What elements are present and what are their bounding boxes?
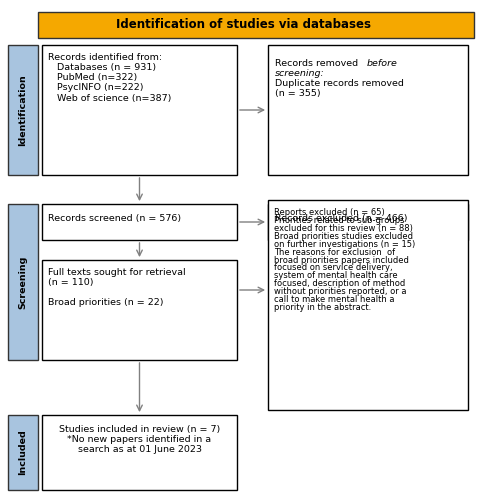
Text: The reasons for exclusion  of: The reasons for exclusion of: [274, 248, 395, 256]
FancyBboxPatch shape: [42, 260, 237, 360]
Text: Broad priorities (n = 22): Broad priorities (n = 22): [48, 298, 163, 308]
Text: Broad priorities studies excluded: Broad priorities studies excluded: [274, 232, 413, 241]
FancyBboxPatch shape: [268, 45, 468, 175]
Text: Screening: Screening: [18, 256, 28, 308]
FancyBboxPatch shape: [8, 45, 38, 175]
Text: call to make mental health a: call to make mental health a: [274, 295, 395, 304]
FancyBboxPatch shape: [42, 45, 237, 175]
Text: Studies included in review (n = 7): Studies included in review (n = 7): [59, 425, 220, 434]
FancyBboxPatch shape: [38, 12, 474, 38]
Text: Records identified from:: Records identified from:: [48, 53, 162, 62]
Text: without priorities reported, or a: without priorities reported, or a: [274, 287, 406, 296]
Text: Records excluded (n = 466): Records excluded (n = 466): [275, 214, 407, 223]
Text: *No new papers identified in a: *No new papers identified in a: [68, 435, 211, 444]
Text: on further investigations (n = 15): on further investigations (n = 15): [274, 240, 415, 248]
Text: Databases (n = 931): Databases (n = 931): [48, 63, 156, 72]
Text: Reports excluded (n = 65): Reports excluded (n = 65): [274, 208, 385, 217]
Text: Priorities related to sub-groups: Priorities related to sub-groups: [274, 216, 404, 225]
FancyBboxPatch shape: [268, 200, 468, 410]
Text: Identification of studies via databases: Identification of studies via databases: [116, 18, 370, 32]
Text: Identification: Identification: [18, 74, 28, 146]
Text: focused on service delivery,: focused on service delivery,: [274, 264, 393, 272]
Text: Records screened (n = 576): Records screened (n = 576): [48, 214, 181, 223]
Text: Full texts sought for retrieval: Full texts sought for retrieval: [48, 268, 186, 277]
Text: Included: Included: [18, 430, 28, 476]
Text: priority in the abstract.: priority in the abstract.: [274, 303, 371, 312]
Text: Records removed: Records removed: [275, 59, 361, 68]
FancyBboxPatch shape: [268, 204, 468, 240]
Text: excluded for this review (n = 88): excluded for this review (n = 88): [274, 224, 413, 233]
Text: Web of science (n=387): Web of science (n=387): [48, 94, 172, 102]
Text: broad priorities papers included: broad priorities papers included: [274, 256, 409, 264]
Text: PsycINFO (n=222): PsycINFO (n=222): [48, 84, 143, 92]
FancyBboxPatch shape: [42, 415, 237, 490]
Text: (n = 355): (n = 355): [275, 90, 321, 98]
Text: focused, description of method: focused, description of method: [274, 280, 405, 288]
Text: screening:: screening:: [275, 69, 325, 78]
Text: before: before: [367, 59, 398, 68]
FancyBboxPatch shape: [8, 415, 38, 490]
Text: system of mental health care: system of mental health care: [274, 272, 398, 280]
FancyBboxPatch shape: [42, 204, 237, 240]
FancyBboxPatch shape: [8, 204, 38, 360]
Text: PubMed (n=322): PubMed (n=322): [48, 73, 137, 82]
Text: Duplicate records removed: Duplicate records removed: [275, 79, 404, 88]
Text: (n = 110): (n = 110): [48, 278, 93, 287]
Text: search as at 01 June 2023: search as at 01 June 2023: [77, 445, 202, 454]
